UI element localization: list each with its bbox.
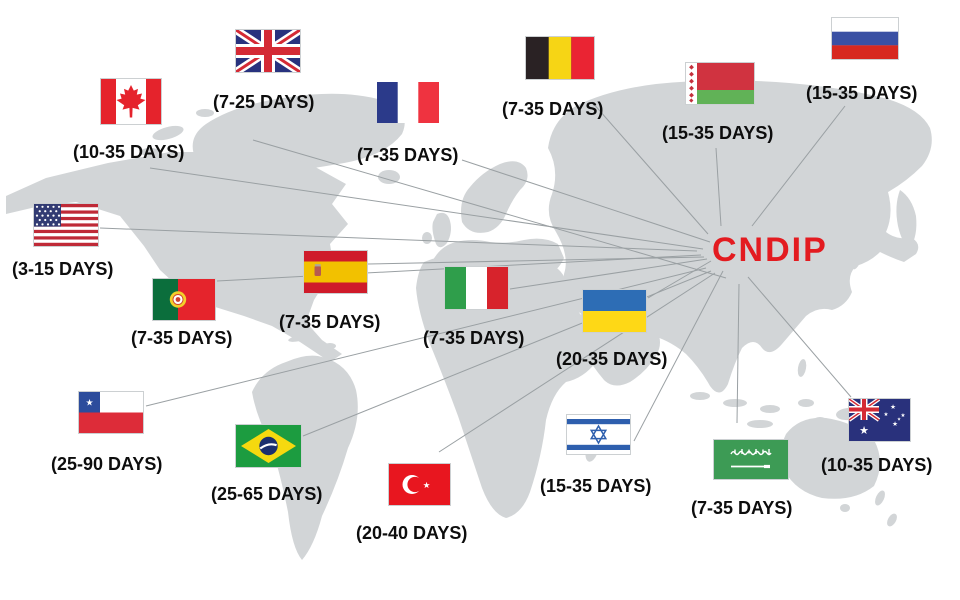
russia-flag-icon: [831, 17, 899, 60]
belgium-flag-icon: [525, 36, 595, 80]
shipping-days-usa: (3-15 DAYS): [12, 259, 114, 279]
shipping-days-chile: (25-90 DAYS): [51, 454, 163, 474]
shipping-days-turkey: (20-40 DAYS): [356, 523, 468, 543]
shipping-days-ukraine: (20-35 DAYS): [556, 349, 668, 369]
brazil-flag-icon: [235, 424, 302, 468]
italy-flag-icon: [444, 266, 509, 310]
shipping-days-russia: (15-35 DAYS): [806, 83, 918, 103]
svg-text:★: ★: [901, 413, 906, 419]
svg-text:★: ★: [892, 420, 898, 428]
shipping-days-belgium: (7-35 DAYS): [502, 99, 604, 119]
israel-flag-icon: [566, 414, 631, 455]
brand-origin-label: CNDIP: [712, 231, 828, 269]
shipping-days-belarus: (15-35 DAYS): [662, 123, 774, 143]
svg-text:★: ★: [85, 399, 93, 409]
chile-flag-icon: ★: [78, 391, 144, 434]
svg-text:★: ★: [884, 412, 889, 418]
shipping-days-saudi-arabia: (7-35 DAYS): [691, 498, 793, 518]
spain-flag-icon: [303, 250, 368, 294]
svg-text:★: ★: [859, 424, 869, 437]
svg-text:★: ★: [423, 481, 431, 491]
uk-flag-icon: [235, 29, 301, 73]
ukraine-flag-icon: [582, 289, 647, 333]
shipping-days-spain: (7-35 DAYS): [279, 312, 381, 332]
svg-text:★: ★: [897, 417, 901, 423]
shipping-days-canada: (10-35 DAYS): [73, 142, 185, 162]
shipping-days-israel: (15-35 DAYS): [540, 476, 652, 496]
australia-flag-icon: ★ ★ ★ ★ ★ ★: [848, 398, 911, 442]
svg-text:★: ★: [890, 403, 896, 411]
saudi-arabia-flag-icon: [713, 439, 789, 480]
turkey-flag-icon: ★: [388, 463, 451, 506]
canada-flag-icon: [100, 78, 162, 125]
usa-flag-icon: [33, 203, 99, 247]
shipping-days-brazil: (25-65 DAYS): [211, 484, 323, 504]
belarus-flag-icon: [685, 62, 755, 105]
shipping-days-portugal: (7-35 DAYS): [131, 328, 233, 348]
shipping-days-uk: (7-25 DAYS): [213, 92, 315, 112]
shipping-days-australia: (10-35 DAYS): [821, 455, 933, 475]
portugal-flag-icon: [152, 278, 216, 321]
shipping-days-france: (7-35 DAYS): [357, 145, 459, 165]
shipping-days-italy: (7-35 DAYS): [423, 328, 525, 348]
france-flag-icon: [377, 82, 439, 123]
